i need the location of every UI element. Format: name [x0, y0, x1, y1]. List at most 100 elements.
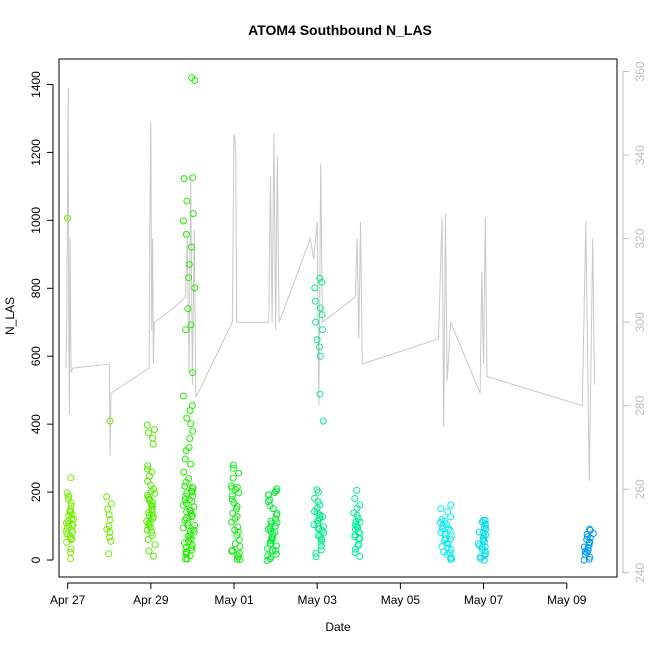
data-point — [444, 508, 452, 516]
data-point — [185, 475, 193, 482]
plot-frame — [58, 58, 618, 578]
data-point — [191, 521, 199, 529]
data-point — [146, 472, 153, 480]
data-point — [585, 541, 593, 549]
y-tick-label: 800 — [29, 278, 43, 298]
data-point — [267, 527, 275, 535]
data-point — [311, 297, 319, 305]
data-point — [266, 540, 274, 548]
data-point — [351, 495, 359, 502]
data-point — [442, 535, 450, 543]
data-point — [480, 556, 488, 564]
data-point — [185, 274, 193, 282]
data-point — [583, 536, 591, 543]
data-point — [267, 517, 275, 525]
data-point — [183, 197, 191, 205]
data-point — [188, 402, 196, 410]
data-point — [229, 509, 237, 517]
data-point — [68, 535, 76, 543]
data-point — [316, 343, 323, 351]
data-point — [446, 535, 454, 543]
data-point — [189, 210, 197, 218]
data-point — [104, 505, 112, 513]
data-point — [67, 555, 75, 563]
data-point — [186, 435, 194, 442]
data-point — [234, 528, 242, 536]
data-point — [351, 533, 359, 541]
data-point — [319, 417, 327, 425]
data-point — [266, 496, 274, 504]
data-point — [181, 496, 189, 504]
data-point — [273, 509, 281, 517]
data-point — [318, 527, 326, 534]
data-point — [447, 501, 455, 509]
data-point — [144, 491, 151, 499]
chart-title: ATOM4 Southbound N_LAS — [248, 22, 432, 38]
data-point — [318, 311, 326, 319]
data-point — [586, 525, 594, 533]
data-point — [107, 537, 115, 545]
data-point — [234, 523, 242, 531]
data-point — [437, 519, 444, 527]
data-point — [438, 515, 446, 523]
data-point — [106, 417, 114, 425]
data-point — [580, 543, 588, 551]
data-point — [150, 552, 157, 560]
data-point — [474, 540, 482, 548]
data-point — [146, 523, 154, 531]
data-point — [356, 518, 364, 526]
y2-tick-label: 280 — [633, 395, 647, 415]
data-point — [63, 489, 71, 497]
x-tick-label: May 07 — [464, 593, 504, 607]
x-tick-label: Apr 29 — [133, 593, 169, 607]
data-point — [151, 489, 159, 497]
data-point — [188, 484, 196, 491]
data-point — [187, 460, 194, 468]
data-point — [229, 464, 237, 472]
data-point — [481, 516, 489, 524]
data-point — [229, 547, 236, 554]
data-point — [445, 525, 452, 533]
data-point — [144, 462, 152, 470]
data-point — [353, 522, 361, 530]
data-point — [67, 545, 75, 553]
data-point — [181, 516, 189, 524]
data-point — [583, 533, 591, 541]
data-point — [313, 336, 321, 344]
data-point — [64, 495, 72, 503]
data-point — [229, 461, 237, 469]
data-point — [235, 469, 242, 477]
data-point — [182, 492, 190, 500]
data-point — [105, 550, 113, 558]
x-tick-label: May 03 — [298, 593, 338, 607]
data-point — [144, 536, 152, 543]
data-point — [228, 496, 236, 503]
data-point — [272, 550, 280, 558]
data-point — [180, 175, 188, 183]
data-point — [482, 525, 490, 533]
data-point — [62, 519, 70, 527]
data-point — [311, 284, 319, 292]
data-point — [182, 230, 190, 238]
y-tick-label: 1000 — [29, 207, 43, 234]
data-point — [186, 527, 194, 535]
data-point — [312, 553, 320, 561]
data-point — [70, 515, 77, 523]
data-point — [353, 486, 361, 494]
data-point — [189, 427, 197, 435]
y2-tick-label: 360 — [633, 61, 647, 81]
data-point — [188, 74, 196, 82]
data-point — [151, 426, 158, 434]
data-point — [190, 526, 198, 534]
data-point — [271, 547, 279, 554]
secondary-line-layer — [65, 88, 595, 481]
data-point — [482, 550, 489, 558]
data-point — [189, 369, 197, 377]
data-point — [148, 532, 156, 539]
data-point — [143, 465, 151, 473]
data-point — [446, 526, 454, 534]
data-point — [233, 551, 241, 559]
x-axis-label: Date — [325, 620, 351, 634]
